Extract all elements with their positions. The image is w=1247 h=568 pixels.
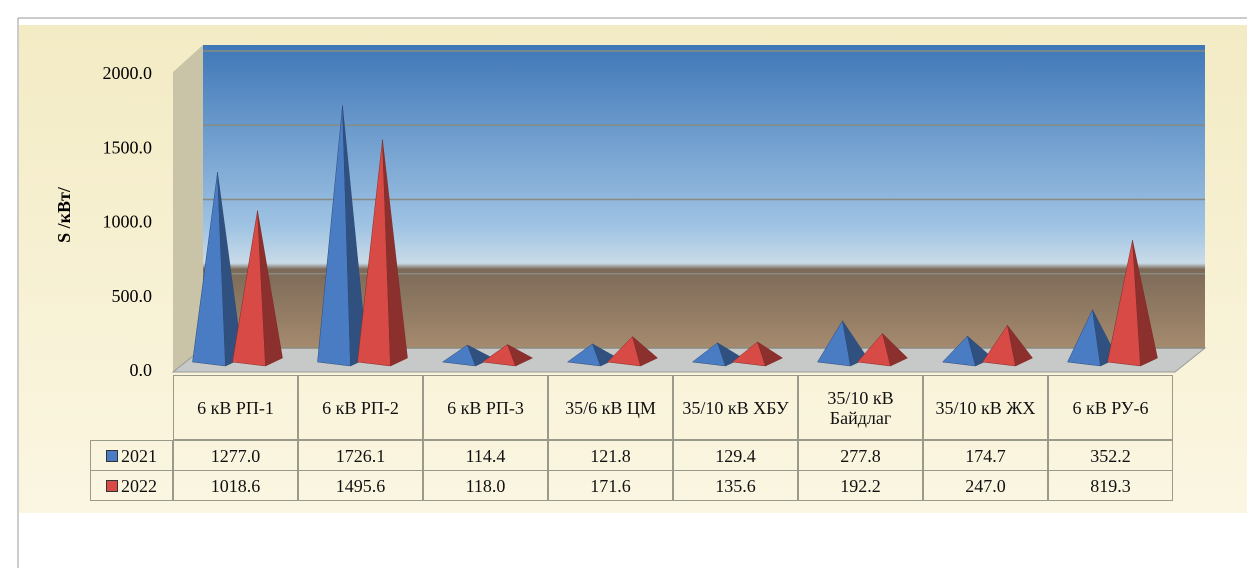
- legend-entry: 2022: [90, 470, 173, 501]
- legend-entry: 2021: [90, 440, 173, 471]
- table-value: 819.3: [1048, 470, 1173, 501]
- table-value: 1277.0: [173, 440, 298, 471]
- table-value: 114.4: [423, 440, 548, 471]
- x-tick-label: 35/10 кВ ЖХ: [923, 375, 1048, 440]
- page: S /кВт/ 0.0 500.0 1000.0 1500.0 2000.0 6 кВ …: [0, 0, 1247, 568]
- y-tick-label: 500.0: [112, 286, 153, 306]
- legend-swatch: [106, 450, 118, 462]
- y-tick-label: 1500.0: [103, 137, 153, 157]
- y-tick-label: 2000.0: [103, 63, 153, 83]
- x-tick-label: 6 кВ РП-2: [298, 375, 423, 440]
- y-axis-title: S /кВт/: [54, 186, 74, 243]
- x-tick-label: 35/6 кВ ЦМ: [548, 375, 673, 440]
- table-value: 247.0: [923, 470, 1048, 501]
- table-value: 118.0: [423, 470, 548, 501]
- x-tick-label: 35/10 кВ Байдлаг: [798, 375, 923, 440]
- table-value: 1018.6: [173, 470, 298, 501]
- legend-label: 2021: [121, 446, 157, 466]
- table-value: 135.6: [673, 470, 798, 501]
- table-value: 1726.1: [298, 440, 423, 471]
- table-value: 352.2: [1048, 440, 1173, 471]
- x-tick-label: 6 кВ РУ-6: [1048, 375, 1173, 440]
- x-tick-label: 6 кВ РП-1: [173, 375, 298, 440]
- legend-label: 2022: [121, 476, 157, 496]
- table-value: 277.8: [798, 440, 923, 471]
- x-tick-label: 35/10 кВ ХБУ: [673, 375, 798, 440]
- x-tick-label: 6 кВ РП-3: [423, 375, 548, 440]
- table-value: 171.6: [548, 470, 673, 501]
- y-tick-label: 0.0: [130, 360, 153, 380]
- table-value: 174.7: [923, 440, 1048, 471]
- table-value: 192.2: [798, 470, 923, 501]
- table-value: 121.8: [548, 440, 673, 471]
- table-value: 129.4: [673, 440, 798, 471]
- y-tick-label: 1000.0: [103, 212, 153, 232]
- legend-swatch: [106, 480, 118, 492]
- table-value: 1495.6: [298, 470, 423, 501]
